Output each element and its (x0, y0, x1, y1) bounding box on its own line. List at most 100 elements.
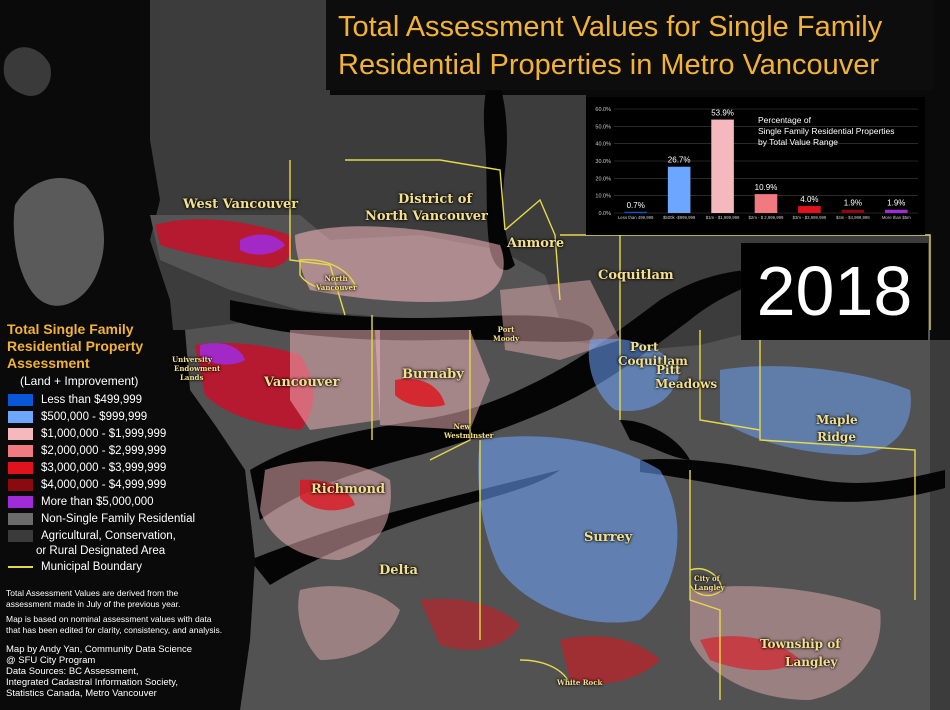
poco-blue (588, 338, 680, 411)
legend-swatch (8, 428, 33, 440)
y-tick-label: 50.0% (595, 124, 611, 130)
bar (624, 211, 648, 213)
bar-value-label: 1.9% (887, 199, 905, 208)
bar (884, 209, 908, 213)
legend-item: or Rural Designated Area (8, 545, 165, 561)
value-range-bar-chart: 0.0% 10.0% 20.0% 30.0% 40.0% 50.0% 60.0% 0.7% Le… (586, 97, 925, 235)
legend-swatch (8, 566, 33, 568)
bar-value-label: 1.9% (844, 199, 862, 208)
langley-pink (690, 586, 881, 700)
x-tick-label: $1m - $1,999,999 (706, 215, 740, 220)
legend-title-3: Assessment (7, 355, 90, 371)
credit-line-3: Data Sources: BC Assessment, (6, 666, 139, 677)
vancouver-east-pink (290, 330, 380, 430)
y-tick-label: 0.0% (598, 211, 611, 217)
bar-value-label: 26.7% (668, 156, 691, 165)
x-tick-label: $4m - $4,999,999 (836, 215, 870, 220)
municipal-boundaries (289, 159, 931, 700)
place-white-rock: White Rock (557, 678, 603, 687)
credit-line-1: Map by Andy Yan, Community Data Science (6, 644, 193, 655)
bar (754, 194, 778, 213)
legend-item: $3,000,000 - $3,999,999 (8, 462, 166, 478)
place-port-coquitlam-1: Port (630, 340, 659, 354)
legend-swatch (8, 462, 33, 474)
y-tick-label: 10.0% (595, 194, 611, 200)
legend-title-1: Total Single Family (7, 321, 134, 337)
legend-swatch (8, 445, 33, 457)
strait-of-georgia (0, 330, 255, 710)
place-district-nv-2: North Vancouver (365, 209, 488, 224)
place-township-langley-2: Langley (785, 655, 838, 669)
y-tick-label: 40.0% (595, 142, 611, 148)
note-1-line-a: Total Assessment Values are derived from… (6, 588, 179, 598)
place-ubc-3: Lands (180, 373, 204, 382)
surrey-blue (478, 436, 678, 623)
legend-subtitle: (Land + Improvement) (20, 374, 139, 388)
place-maple-ridge-2: Ridge (817, 430, 856, 444)
credit-line-2: @ SFU City Program (6, 655, 96, 666)
legend-label: or Rural Designated Area (36, 545, 166, 557)
legend-swatch (8, 479, 33, 491)
legend-label: $1,000,000 - $1,999,999 (41, 428, 167, 440)
place-pitt-meadows-1: Pitt (656, 363, 681, 377)
bar-value-label: 10.9% (755, 183, 778, 192)
title-line-2: Residential Properties in Metro Vancouve… (338, 49, 880, 81)
bar (841, 209, 865, 213)
credit-line-4: Integrated Cadastral Information Society… (6, 677, 178, 688)
legend-label: Agricultural, Conservation, (41, 530, 176, 542)
y-tick-label: 20.0% (595, 176, 611, 182)
place-west-vancouver: West Vancouver (183, 197, 299, 212)
note-2-line-a: Map is based on nominal assessment value… (6, 614, 212, 624)
legend-item: More than $5,000,000 (8, 496, 154, 512)
chart-title-line: Single Family Residential Properties (758, 126, 895, 136)
bar (667, 166, 691, 213)
south-surrey-red (560, 636, 660, 684)
bar-value-label: 0.7% (627, 201, 645, 210)
map-title: Total Assessment Values for Single Famil… (326, 0, 934, 90)
x-tick-label: $500k -$999,999 (663, 215, 696, 220)
legend-item: Agricultural, Conservation, (8, 530, 176, 546)
vancouver-high-values (195, 343, 314, 430)
legend-label: $4,000,000 - $4,999,999 (41, 479, 167, 491)
place-vancouver: Vancouver (264, 375, 340, 390)
note-1-line-b: assessment made in July of the previous … (6, 599, 181, 609)
bowen-island (13, 177, 105, 306)
note-1: Total Assessment Values are derived from… (6, 588, 231, 610)
place-city-langley-1: City of (694, 574, 720, 583)
bar (798, 206, 821, 213)
legend-label: More than $5,000,000 (41, 496, 154, 508)
credit-line-5: Statistics Canada, Metro Vancouver (6, 688, 157, 699)
year-box: 2018 (741, 243, 928, 340)
legend-item: $4,000,000 - $4,999,999 (8, 479, 166, 495)
place-burnaby: Burnaby (402, 367, 464, 382)
bar-value-label: 53.9% (711, 109, 734, 118)
chart-title-line: by Total Value Range (758, 137, 838, 147)
year-label: 2018 (756, 252, 913, 330)
place-coquitlam: Coquitlam (598, 268, 674, 283)
y-tick-label: 30.0% (595, 159, 611, 165)
place-ubc-2: Endowment (174, 364, 221, 373)
legend-item: $2,000,000 - $2,999,999 (8, 445, 166, 461)
maple-ridge-blue (720, 366, 911, 455)
place-pitt-meadows-2: Meadows (655, 377, 718, 391)
note-2: Map is based on nominal assessment value… (6, 614, 231, 636)
legend-item: Non-Single Family Residential (8, 513, 195, 529)
x-tick-label: $2m - $ 2,999,999 (749, 215, 784, 220)
chart-title-line: Percentage of (758, 115, 812, 125)
legend-swatch (8, 394, 33, 406)
legend-swatch (8, 513, 33, 525)
west-van-high-values (155, 219, 292, 268)
legend-item: Less than $499,999 (8, 394, 142, 410)
place-township-langley-1: Township of (760, 637, 841, 651)
x-tick-label: More than $5m (882, 215, 911, 220)
place-port-moody: Port Moody (492, 325, 520, 343)
delta-pink (298, 586, 400, 660)
legend-swatch (8, 411, 33, 423)
north-van-pink (295, 226, 504, 302)
fraser-river (250, 268, 800, 520)
legend-label: $500,000 - $999,999 (41, 411, 148, 423)
x-tick-label: $3m - $3,999,999 (793, 215, 827, 220)
legend-label: $2,000,000 - $2,999,999 (41, 445, 167, 457)
place-surrey: Surrey (584, 530, 633, 545)
place-anmore: Anmore (507, 236, 565, 251)
